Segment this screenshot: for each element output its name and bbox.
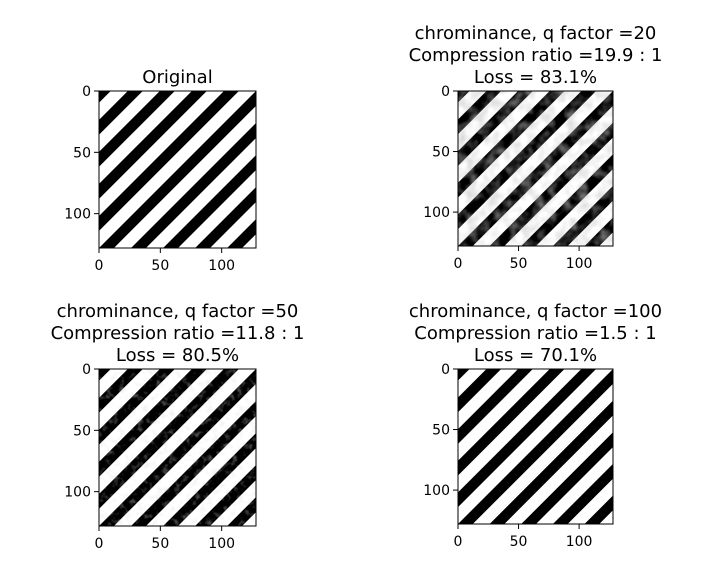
y-tick-label: 0 bbox=[441, 362, 450, 378]
panel-title-line: chrominance, q factor =50 bbox=[57, 301, 299, 322]
panel-title-line: Compression ratio =1.5 : 1 bbox=[414, 323, 656, 344]
stripe bbox=[679, 91, 720, 246]
panel-title-line: Compression ratio =19.9 : 1 bbox=[409, 45, 663, 66]
stripe bbox=[259, 91, 431, 248]
stripe bbox=[99, 91, 256, 248]
stripe bbox=[195, 187, 256, 248]
panel-title-line: Compression ratio =11.8 : 1 bbox=[51, 323, 305, 344]
panel-4: 0 50 100 0 50 100 chrominance, q factor =100Co… bbox=[268, 301, 720, 550]
panel-title-line: chrominance, q factor =20 bbox=[415, 23, 657, 44]
panel-1: 0 50 100 0 50 100 Original bbox=[0, 67, 463, 274]
stripe-image bbox=[268, 91, 720, 246]
y-tick-label: 50 bbox=[432, 145, 450, 161]
x-tick-label: 50 bbox=[151, 536, 169, 552]
stripe-image bbox=[268, 369, 720, 524]
stripe bbox=[489, 400, 613, 524]
stripe bbox=[268, 91, 438, 246]
stripe bbox=[616, 91, 720, 246]
stripe bbox=[458, 91, 470, 103]
x-tick-label: 100 bbox=[566, 256, 593, 272]
x-tick-label: 0 bbox=[95, 536, 104, 552]
x-tick-label: 50 bbox=[151, 258, 169, 274]
stripe bbox=[679, 369, 720, 524]
stripe bbox=[99, 91, 111, 103]
stripe bbox=[711, 91, 720, 246]
stripe bbox=[99, 91, 143, 135]
panel-3: 0 50 100 0 50 100 chrominance, q factor =50Com… bbox=[0, 301, 463, 552]
stripe bbox=[131, 123, 256, 248]
stripe bbox=[648, 369, 720, 524]
stripe bbox=[291, 91, 463, 248]
stripe bbox=[521, 432, 613, 524]
panel-2: 0 50 100 0 50 100 chrominance, q factor =20Com… bbox=[268, 23, 720, 272]
x-tick-label: 0 bbox=[454, 256, 463, 272]
stripe bbox=[0, 91, 79, 248]
axes-frame bbox=[457, 368, 614, 525]
stripe bbox=[259, 369, 431, 526]
y-tick-label: 0 bbox=[82, 84, 91, 100]
stripe-image bbox=[0, 91, 463, 248]
panel-title-line: Original bbox=[142, 67, 212, 88]
stripe bbox=[458, 369, 470, 381]
y-tick-label: 100 bbox=[64, 485, 91, 501]
x-tick-label: 100 bbox=[208, 536, 235, 552]
stripe bbox=[458, 369, 597, 508]
stripe-image bbox=[0, 369, 463, 526]
axes-frame bbox=[457, 90, 614, 247]
stripe bbox=[458, 369, 613, 524]
compression-noise bbox=[99, 369, 256, 526]
stripe bbox=[458, 369, 533, 444]
stripe bbox=[99, 91, 239, 231]
stripe bbox=[99, 91, 175, 167]
stripe bbox=[227, 219, 256, 248]
stripe bbox=[616, 369, 720, 524]
stripe bbox=[99, 369, 111, 381]
y-tick-label: 0 bbox=[441, 84, 450, 100]
x-tick-label: 0 bbox=[95, 258, 104, 274]
compression-noise bbox=[458, 91, 613, 246]
y-tick-label: 50 bbox=[73, 145, 91, 161]
panel-title-line: Loss = 83.1% bbox=[474, 67, 597, 88]
axes-frame bbox=[98, 368, 257, 527]
y-tick-label: 100 bbox=[64, 207, 91, 223]
panel-title-line: Loss = 70.1% bbox=[474, 345, 597, 366]
x-tick-label: 100 bbox=[208, 258, 235, 274]
y-tick-label: 50 bbox=[432, 423, 450, 439]
stripe bbox=[458, 369, 502, 413]
y-tick-label: 100 bbox=[423, 483, 450, 499]
axes-frame bbox=[98, 90, 257, 249]
y-tick-label: 0 bbox=[82, 362, 91, 378]
y-tick-label: 50 bbox=[73, 423, 91, 439]
stripe bbox=[584, 495, 613, 524]
stripe bbox=[458, 369, 565, 476]
x-tick-label: 0 bbox=[454, 534, 463, 550]
stripe bbox=[163, 155, 256, 248]
x-tick-label: 100 bbox=[566, 534, 593, 550]
stripe bbox=[648, 91, 720, 246]
stripe bbox=[711, 369, 720, 524]
y-tick-label: 100 bbox=[423, 205, 450, 221]
x-tick-label: 50 bbox=[510, 534, 528, 550]
x-tick-label: 50 bbox=[510, 256, 528, 272]
stripe bbox=[0, 369, 79, 526]
panel-title-line: Loss = 80.5% bbox=[116, 345, 239, 366]
stripe bbox=[552, 463, 613, 524]
panel-title-line: chrominance, q factor =100 bbox=[409, 301, 662, 322]
stripe bbox=[291, 369, 463, 526]
stripe bbox=[268, 369, 438, 524]
